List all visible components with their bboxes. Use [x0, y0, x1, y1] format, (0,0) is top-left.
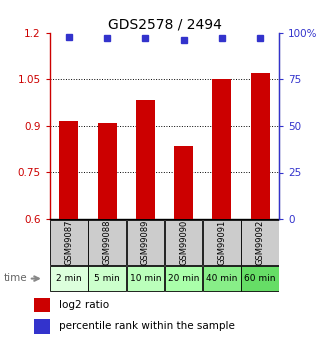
Text: GSM99090: GSM99090 [179, 220, 188, 265]
Bar [127, 219, 164, 265]
Bar [127, 266, 164, 291]
Text: 10 min: 10 min [130, 274, 161, 283]
Text: GSM99091: GSM99091 [217, 220, 226, 265]
Bar [34, 298, 50, 312]
Bar [50, 219, 88, 265]
Bar [251, 73, 270, 219]
Text: GSM99089: GSM99089 [141, 220, 150, 265]
Bar [88, 219, 126, 265]
Bar [174, 146, 193, 219]
Text: time: time [4, 273, 28, 283]
Bar [203, 266, 241, 291]
Bar [59, 121, 78, 219]
Text: GSM99092: GSM99092 [256, 220, 265, 265]
Title: GDS2578 / 2494: GDS2578 / 2494 [108, 18, 221, 32]
Text: 5 min: 5 min [94, 274, 120, 283]
Text: 2 min: 2 min [56, 274, 82, 283]
Text: 40 min: 40 min [206, 274, 238, 283]
Bar [34, 319, 50, 334]
Bar [88, 266, 126, 291]
Bar [241, 219, 279, 265]
Bar [203, 219, 241, 265]
Bar [136, 99, 155, 219]
Text: log2 ratio: log2 ratio [59, 300, 109, 310]
Bar [165, 219, 202, 265]
Text: GSM99087: GSM99087 [65, 220, 74, 265]
Text: percentile rank within the sample: percentile rank within the sample [59, 322, 235, 332]
Bar [165, 266, 202, 291]
Text: 20 min: 20 min [168, 274, 199, 283]
Bar [212, 79, 231, 219]
Bar [241, 266, 279, 291]
Bar [50, 266, 88, 291]
Text: GSM99088: GSM99088 [103, 220, 112, 265]
Text: 60 min: 60 min [244, 274, 276, 283]
Bar [98, 123, 117, 219]
